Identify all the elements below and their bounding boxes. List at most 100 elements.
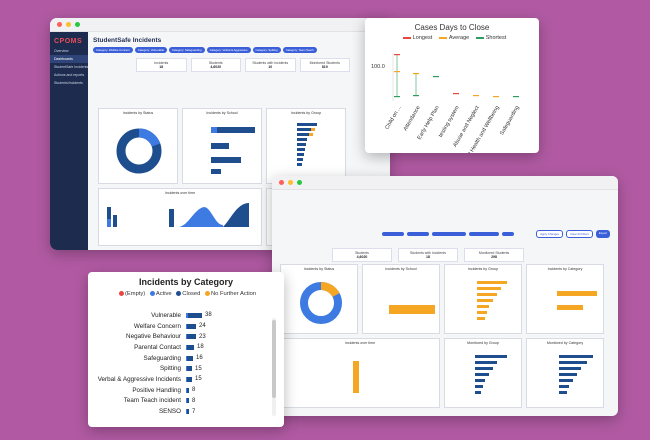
kpi-row: Students 4,6020 Students with Incidents 18… [332, 248, 524, 262]
school-panel: Incidents by School [362, 264, 440, 334]
x-tick-label: testing system [438, 105, 461, 139]
kpi-label: Incidents [154, 61, 169, 65]
cpoms-logo: CPOMS [54, 38, 83, 45]
category-bar-active-segment [186, 387, 187, 393]
minimize-window-button[interactable] [66, 22, 71, 27]
chart-title: Incidents by Category [138, 277, 234, 287]
sidebar-item-dashboards[interactable]: Dashboards [50, 55, 88, 63]
filter-chip[interactable] [382, 232, 404, 236]
filter-chip[interactable] [407, 232, 429, 236]
clear-filters-button[interactable]: Clear All Filters [566, 230, 593, 238]
category-bar[interactable] [186, 376, 192, 382]
category-bar-active-segment [186, 334, 187, 340]
category-bar-active-segment [186, 312, 188, 318]
category-row[interactable]: Parental Contact 18 [88, 342, 264, 353]
category-bar-active-segment [186, 323, 187, 329]
monitored-group-panel: Monitored by Group [444, 338, 522, 408]
export-button[interactable]: Export [595, 230, 610, 238]
category-bar-active-segment [186, 376, 187, 382]
filter-chip[interactable]: Category: Spitting [252, 47, 281, 53]
panel-title: Incidents by Category [547, 267, 583, 271]
status-donut-chart [300, 282, 342, 324]
category-value: 15 [195, 376, 202, 383]
category-value: 7 [192, 408, 196, 415]
category-row[interactable]: Welfare Concern 24 [88, 321, 264, 332]
category-bar[interactable] [186, 312, 202, 318]
category-label: Vulnerable [151, 311, 181, 319]
kpi-card: Students 4,6020 [332, 248, 392, 262]
filter-chip[interactable] [502, 232, 514, 236]
category-value: 38 [205, 312, 212, 319]
sidebar-item-actions[interactable]: Actions and reports [54, 73, 85, 77]
chart-legend: (Empty) Active Closed No Further Action [88, 291, 284, 297]
category-row[interactable]: SENSO 7 [88, 406, 264, 417]
category-bar[interactable] [186, 366, 192, 372]
minimize-window-button[interactable] [288, 180, 293, 185]
school-panel: Incidents by School [182, 108, 262, 184]
category-label: Verbal & Aggressive Incidents [97, 375, 181, 383]
category-panel: Incidents by Category [526, 264, 604, 334]
category-bar[interactable] [186, 334, 196, 340]
legend-swatch [176, 291, 182, 296]
sidebar-item-students[interactable]: Students/Incidents [54, 81, 83, 85]
kpi-label: Students [355, 251, 369, 255]
filter-chip[interactable]: Category: Verbal & Aggressive [206, 47, 251, 53]
filter-chip[interactable] [469, 232, 499, 236]
legend-swatch [149, 291, 155, 296]
panel-title: Incidents over time [344, 341, 376, 345]
status-panel: Incidents by Status [98, 108, 178, 184]
category-row[interactable]: Negative Behaviour 23 [88, 331, 264, 342]
legend-label: (Empty) [124, 291, 146, 298]
category-row[interactable]: Vulnerable 38 [88, 310, 264, 321]
legend-label: Longest [412, 35, 433, 41]
group-panel: Incidents by Group [444, 264, 522, 334]
panel-title: Incidents by Status [303, 267, 335, 271]
category-bar[interactable] [186, 355, 193, 361]
panel-title: Monitored by Group [467, 341, 499, 345]
sidebar-item-overview[interactable]: Overview [54, 49, 69, 53]
legend-swatch [118, 291, 124, 296]
kpi-card: Incidents 18 [136, 58, 187, 72]
x-tick-label: Safeguarding [499, 105, 521, 136]
category-bar[interactable] [186, 409, 189, 415]
kpi-label: Students with Incidents [410, 251, 446, 255]
group-panel: Incidents by Group [266, 108, 346, 184]
chart-legend: Longest Average Shortest [365, 35, 539, 41]
category-bar[interactable] [186, 387, 189, 393]
category-bar[interactable] [186, 398, 189, 404]
filter-bar [382, 232, 514, 236]
filter-chip[interactable]: Category: Safeguarding [169, 47, 205, 53]
scrollbar[interactable] [272, 318, 276, 416]
legend-label: Average [448, 35, 470, 41]
category-row[interactable]: Verbal & Aggressive Incidents 15 [88, 374, 264, 385]
apply-changes-button[interactable]: Apply Changes [536, 230, 564, 238]
close-window-button[interactable] [57, 22, 62, 27]
maximize-window-button[interactable] [75, 22, 80, 27]
over-time-panel: Incidents over time [280, 338, 440, 408]
panel-title: Incidents by Status [122, 111, 154, 115]
x-tick-label: Attendance [403, 105, 422, 132]
category-row[interactable]: Safeguarding 16 [88, 353, 264, 364]
dashboard-window: CPOMS Overview Dashboards StudentSafe In… [50, 18, 390, 250]
maximize-window-button[interactable] [297, 180, 302, 185]
panel-title: Incidents by Group [290, 111, 322, 115]
category-bar[interactable] [186, 344, 194, 350]
kpi-card: Monitored Students 819 [299, 58, 350, 72]
category-row[interactable]: Spitting 15 [88, 363, 264, 374]
filter-chip[interactable] [432, 232, 466, 236]
over-time-panel: Incidents over time [98, 188, 262, 246]
filter-chip[interactable]: Category: Team Teach [282, 47, 317, 53]
category-value: 16 [196, 355, 203, 362]
sidebar-item-incidents[interactable]: StudentSafe Incidents [54, 65, 88, 69]
filter-chip[interactable]: Category: Vulnerable [134, 47, 168, 53]
category-row[interactable]: Team Teach incident 8 [88, 396, 264, 407]
kpi-card: Students 4,6020 [190, 58, 241, 72]
page-title: StudentSafe Incidents [93, 37, 162, 44]
scrollbar-thumb[interactable] [272, 320, 276, 398]
category-row[interactable]: Positive Handling 8 [88, 385, 264, 396]
filter-chip[interactable]: Category: Welfare Concern [93, 47, 133, 53]
close-window-button[interactable] [279, 180, 284, 185]
category-value: 8 [192, 397, 196, 404]
cases-chart: 100.0 Child on ... Attendance Early Help… [371, 53, 521, 153]
category-bar[interactable] [186, 323, 196, 329]
